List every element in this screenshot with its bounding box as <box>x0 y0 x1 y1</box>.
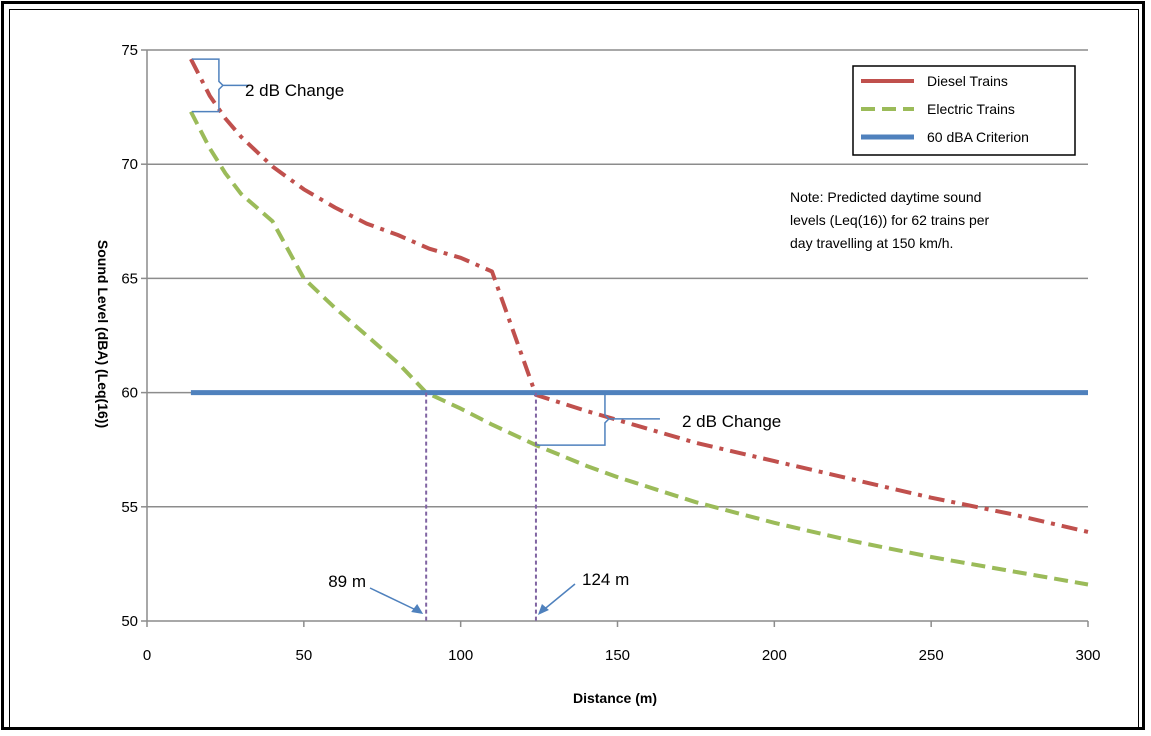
arrow-head-2 <box>537 604 549 615</box>
annotation-2: 89 m <box>328 572 366 591</box>
series-line-0 <box>189 58 1089 534</box>
change-bracket-2 <box>536 391 660 446</box>
annotation-0: 2 dB Change <box>245 81 344 100</box>
series-line-1 <box>189 110 1089 587</box>
y-tick-label-50: 50 <box>121 613 138 630</box>
y-tick-label-60: 60 <box>121 385 138 402</box>
inner-frame <box>9 9 1139 728</box>
y-axis-title: Sound Level (dBA) (Leq(16)) <box>95 240 111 428</box>
x-axis-title: Distance (m) <box>573 690 657 706</box>
legend-label-2: 60 dBA Criterion <box>927 129 1029 145</box>
x-tick-label-250: 250 <box>919 647 944 664</box>
legend: Diesel Trains Electric Trains 60 dBA Crite… <box>852 65 1076 156</box>
annotation-1: 2 dB Change <box>682 412 781 431</box>
note-text: Note: Predicted daytime sound levels (Leq… <box>790 189 990 251</box>
x-tick-label-100: 100 <box>448 647 473 664</box>
arrow-line-1 <box>369 587 421 613</box>
annotation-3: 124 m <box>582 570 629 589</box>
x-tick-label-150: 150 <box>605 647 630 664</box>
axes <box>141 49 1089 627</box>
arrow-line-2 <box>540 583 576 613</box>
y-tick-label-65: 65 <box>121 270 138 287</box>
legend-label-0: Diesel Trains <box>927 73 1008 89</box>
x-tick-label-300: 300 <box>1075 647 1100 664</box>
series-lines <box>189 58 1089 587</box>
y-tick-label-70: 70 <box>121 156 138 173</box>
arrow-head-1 <box>411 604 424 614</box>
y-tick-label-55: 55 <box>121 499 138 516</box>
note-line-2: day travelling at 150 km/h. <box>790 235 953 251</box>
x-tick-label-200: 200 <box>762 647 787 664</box>
legend-label-1: Electric Trains <box>927 101 1015 117</box>
note-line-0: Note: Predicted daytime sound <box>790 189 981 205</box>
x-tick-label-0: 0 <box>143 647 151 664</box>
annotations: 2 dB Change 2 dB Change 89 m 124 m <box>191 58 781 615</box>
tick-labels: 50 55 60 65 70 75 0 50 100 150 200 250 300 <box>121 42 1100 664</box>
x-tick-label-50: 50 <box>295 647 312 664</box>
note-line-1: levels (Leq(16)) for 62 trains per <box>790 212 990 228</box>
change-bracket-1 <box>191 58 249 113</box>
y-tick-label-75: 75 <box>121 42 138 59</box>
distance-markers <box>425 392 537 621</box>
